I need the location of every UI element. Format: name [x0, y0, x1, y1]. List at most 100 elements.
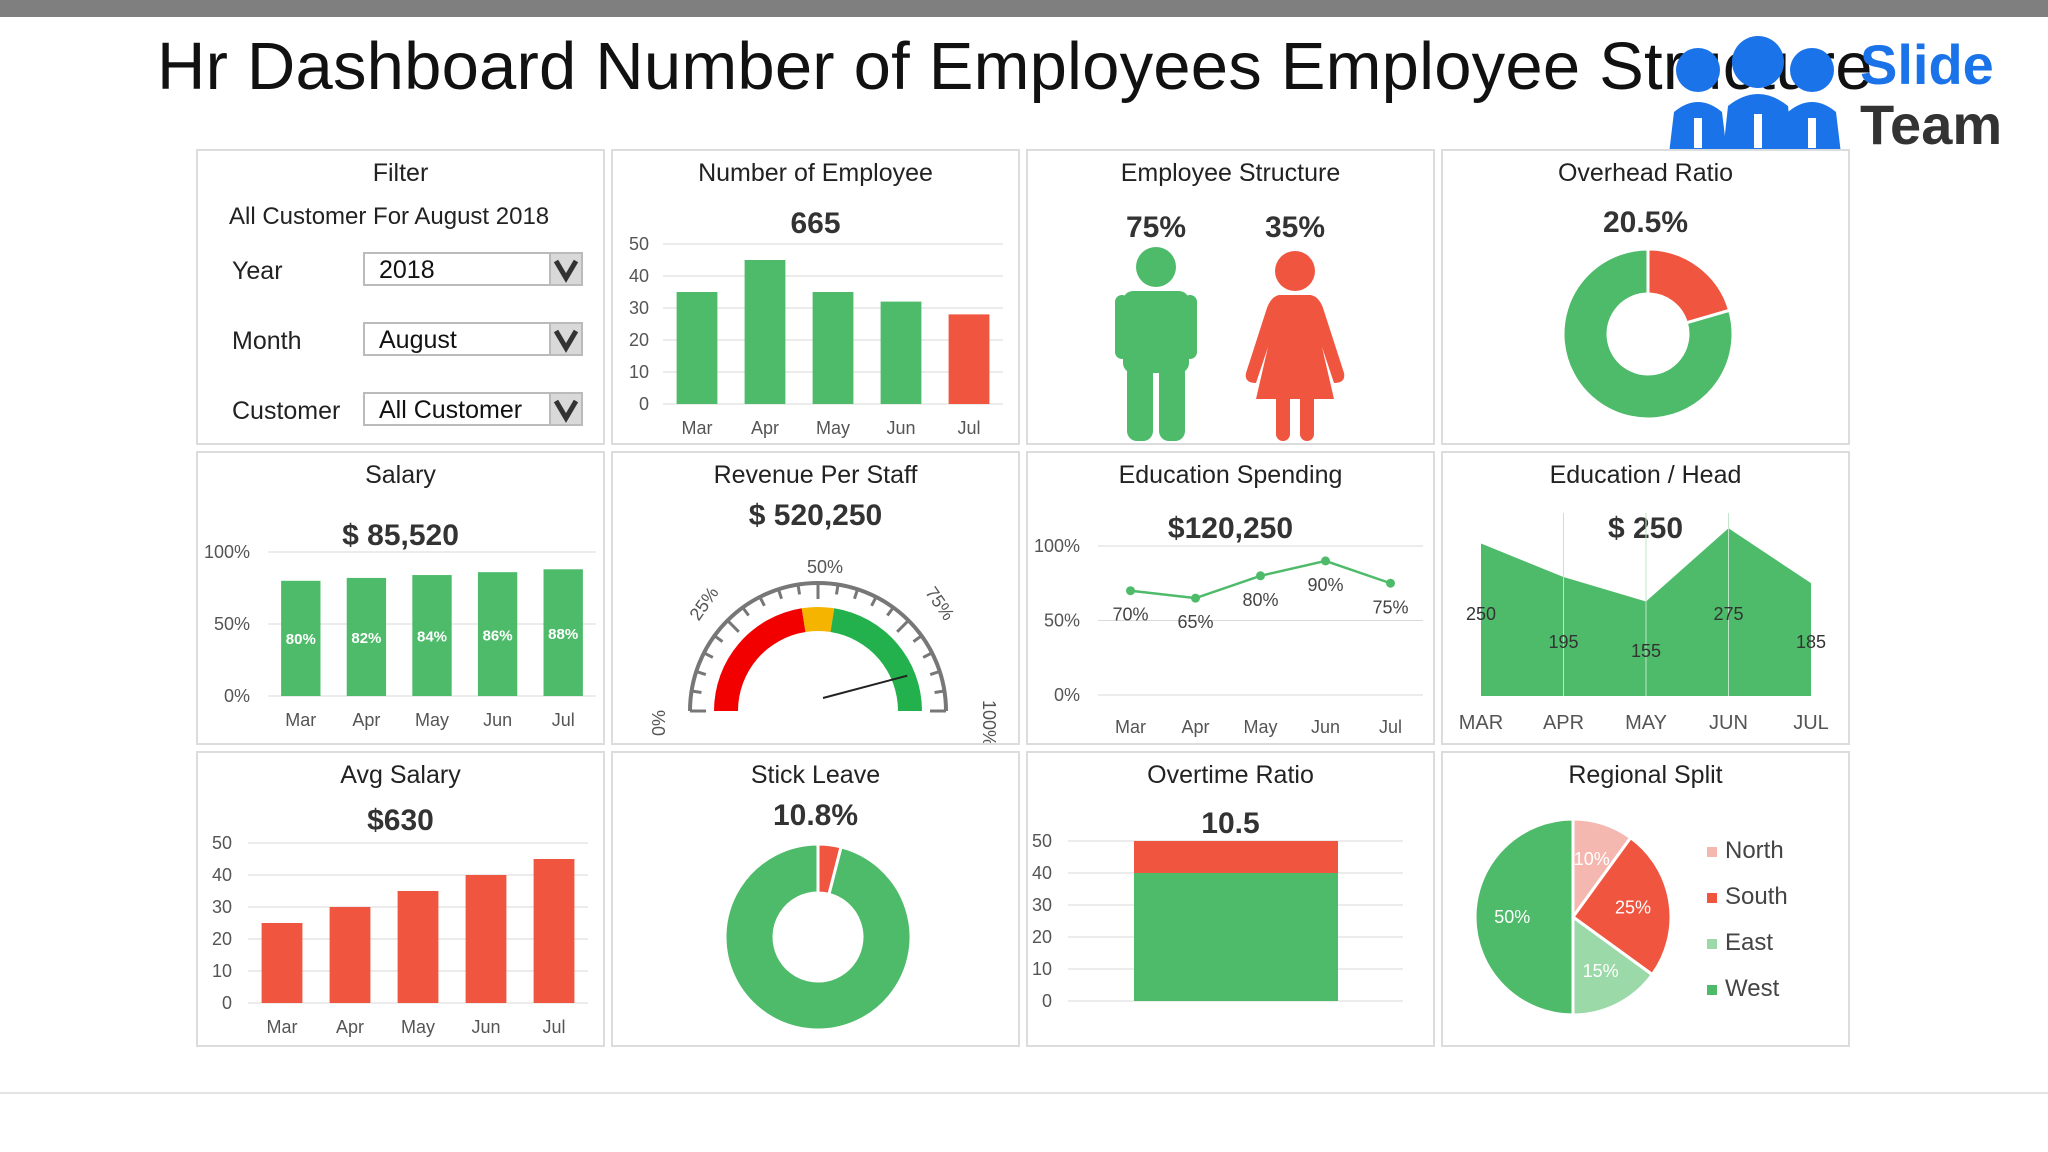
overhead-ratio-panel: Overhead Ratio 20.5%: [1441, 149, 1850, 445]
overtime-stacked-bar-chart: 0 10 20 30 40 50: [1032, 831, 1403, 1011]
overtime-ratio-panel: Overtime Ratio 10.5 0 10 20 30 40 50: [1026, 751, 1435, 1047]
panel-title: Avg Salary: [340, 761, 461, 789]
education-spending-line-chart: 0% 50% 100% 70% 65% 80% 90% 75% Mar Apr May Jun Jul: [1034, 536, 1423, 737]
data-label: 155: [1631, 641, 1661, 661]
filter-label-month: Month: [232, 327, 302, 355]
data-label: 275: [1713, 604, 1743, 624]
panel-title: Overtime Ratio: [1147, 761, 1314, 789]
y-tick-label: 40: [1032, 863, 1052, 883]
y-tick-label: 50: [1032, 831, 1052, 851]
y-tick-label: 100%: [204, 542, 250, 562]
chevron-down-icon[interactable]: [549, 252, 583, 286]
slice-label: 50%: [1494, 907, 1530, 927]
kpi-value: 10.5: [1201, 807, 1260, 840]
y-tick-label: 50: [629, 234, 649, 254]
filter-subtitle: All Customer For August 2018: [229, 203, 550, 230]
legend-swatch: [1707, 938, 1717, 949]
slice-label: 15%: [1583, 961, 1619, 981]
man-icon: [1115, 247, 1197, 441]
customer-select[interactable]: All Customer: [363, 392, 583, 426]
x-tick-label: Mar: [267, 1017, 298, 1037]
y-tick-label: 20: [629, 330, 649, 350]
x-tick-label: Mar: [285, 710, 316, 730]
x-tick-label: APR: [1543, 712, 1584, 734]
legend-label: North: [1725, 837, 1784, 864]
legend-swatch: [1707, 892, 1717, 903]
bar-segment: [1134, 873, 1338, 1001]
panel-title: Education / Head: [1549, 461, 1742, 489]
panel-title: Education Spending: [1118, 461, 1343, 489]
kpi-value: $ 250: [1607, 512, 1684, 545]
x-tick-label: Jun: [886, 418, 915, 438]
gauge-tick: [929, 670, 941, 676]
data-label: 86%: [483, 627, 513, 644]
x-tick-label: Mar: [1115, 717, 1146, 737]
gauge-tick: [777, 588, 783, 600]
sick-leave-panel: Stick Leave 10.8%: [611, 751, 1020, 1047]
education-head-area-chart: 250 195 155 275 185 MAR APR MAY JUN JUL: [1459, 513, 1829, 734]
bar: [880, 301, 922, 404]
gauge-tick: [691, 689, 702, 695]
y-tick-label: 10: [212, 961, 232, 981]
bar: [261, 923, 303, 1003]
kpi-value: 20.5%: [1602, 206, 1689, 239]
data-label: 65%: [1177, 612, 1213, 632]
x-tick-label: May: [816, 418, 850, 438]
year-select[interactable]: 2018: [363, 252, 583, 286]
gauge-tick: [758, 596, 766, 607]
y-tick-label: 50%: [1044, 611, 1080, 631]
pie-slice: [1571, 914, 1655, 1017]
y-tick-label: 30: [1032, 895, 1052, 915]
x-tick-label: Jul: [542, 1017, 565, 1037]
svg-text:Team: Team: [1860, 93, 2002, 156]
month-value: August: [379, 326, 457, 354]
legend-swatch: [1707, 984, 1717, 995]
bar: [397, 891, 439, 1003]
year-value: 2018: [379, 256, 435, 284]
bar: [948, 314, 990, 404]
customer-value: All Customer: [379, 396, 523, 424]
y-tick-label: 100%: [1034, 536, 1080, 556]
legend-item: East: [1707, 929, 1773, 957]
gauge-tick: [834, 584, 840, 595]
gauge-tick: [934, 689, 945, 695]
y-tick-label: 0: [639, 394, 649, 414]
bar: [812, 292, 854, 404]
legend-label: East: [1725, 929, 1774, 956]
pie-slice: [1570, 835, 1673, 977]
x-tick-label: Apr: [1181, 717, 1209, 737]
panel-title: Filter: [372, 159, 429, 187]
x-tick-label: Jul: [957, 418, 980, 438]
x-tick-label: May: [401, 1017, 435, 1037]
y-tick-label: 40: [629, 266, 649, 286]
x-tick-label: Jul: [1379, 717, 1402, 737]
revenue-gauge: 0% 25% 50% 75% 100%: [649, 557, 999, 743]
data-label: 84%: [417, 629, 447, 646]
pie-slice: [723, 842, 913, 1032]
gauge-tick-label: 25%: [686, 583, 723, 624]
legend-item: North: [1707, 837, 1784, 865]
legend-label: South: [1725, 883, 1788, 910]
gauge-tick: [853, 588, 859, 600]
panel-title: Revenue Per Staff: [713, 461, 918, 489]
y-tick-label: 50: [212, 833, 232, 853]
month-select[interactable]: August: [363, 322, 583, 356]
panel-title: Salary: [365, 461, 436, 489]
gauge-needle: [822, 674, 908, 699]
x-tick-label: Jul: [552, 710, 575, 730]
regional-pie-chart: 10% 25% 15% 50%: [1473, 817, 1673, 1017]
legend-item: South: [1707, 883, 1788, 911]
pie-slice: [1646, 247, 1732, 325]
y-tick-label: 30: [212, 897, 232, 917]
overhead-donut-chart: [1561, 247, 1735, 421]
gauge-tick-label: 75%: [921, 583, 958, 624]
svg-text:Slide: Slide: [1860, 33, 1994, 96]
gauge-tick: [726, 619, 740, 633]
chevron-down-icon[interactable]: [549, 322, 583, 356]
bar: [477, 572, 518, 696]
data-label: 80%: [286, 631, 316, 648]
chevron-down-icon[interactable]: [549, 392, 583, 426]
salary-panel: Salary $ 85,520 0% 50% 100% 80% 82% 84% 86% 88%…: [196, 451, 605, 745]
panel-title: Regional Split: [1568, 761, 1723, 789]
y-tick-label: 0%: [1054, 685, 1080, 705]
